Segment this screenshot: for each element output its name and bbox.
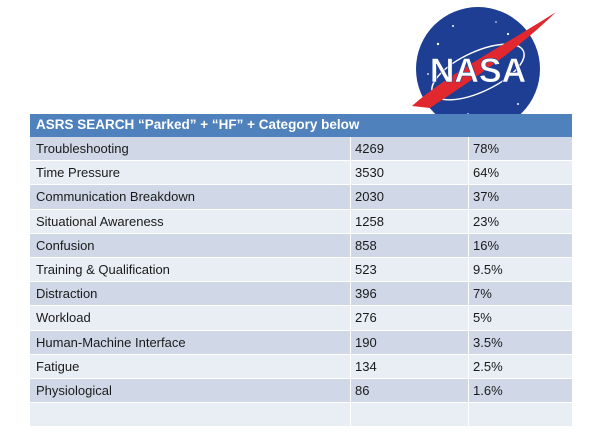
category-cell: Confusion xyxy=(36,237,95,253)
table-row: Time Pressure 3530 64% xyxy=(30,161,572,186)
category-cell: Physiological xyxy=(36,382,112,398)
category-cell: Human-Machine Interface xyxy=(36,334,186,350)
count-cell: 1258 xyxy=(350,209,468,233)
category-cell xyxy=(30,403,350,426)
table-row xyxy=(30,403,572,428)
percent-cell: 7% xyxy=(468,282,572,306)
percent-cell: 2.5% xyxy=(468,354,572,378)
percent-cell: 78% xyxy=(468,137,572,161)
percent-cell: 37% xyxy=(468,185,572,209)
category-cell: Troubleshooting xyxy=(36,141,129,156)
table-row: Troubleshooting 4269 78% xyxy=(30,137,572,162)
table-row: Human-Machine Interface 190 3.5% xyxy=(30,330,572,355)
percent-cell: 16% xyxy=(468,233,572,257)
nasa-logo: NASA xyxy=(412,7,556,131)
percent-cell: 9.5% xyxy=(468,257,572,282)
table-row: Fatigue 134 2.5% xyxy=(30,354,572,379)
table-header: ASRS SEARCH “Parked” + “HF” + Category b… xyxy=(30,114,572,137)
percent-cell: 3.5% xyxy=(468,330,572,354)
count-cell: 134 xyxy=(350,354,468,378)
count-cell: 3530 xyxy=(350,161,468,185)
category-cell: Communication Breakdown xyxy=(36,189,195,205)
category-cell: Fatigue xyxy=(36,358,80,374)
table-row: Physiological 86 1.6% xyxy=(30,378,572,404)
table-row: Training & Qualification 523 9.5% xyxy=(30,257,572,283)
count-cell: 396 xyxy=(350,282,468,306)
percent-cell: 5% xyxy=(468,306,572,330)
count-cell: 86 xyxy=(350,378,468,403)
percent-cell: 64% xyxy=(468,161,572,185)
table-header-title: ASRS SEARCH “Parked” + “HF” + Category b… xyxy=(36,117,360,132)
category-cell: Time Pressure xyxy=(36,165,121,181)
percent-cell: 23% xyxy=(468,209,572,233)
category-cell: Distraction xyxy=(36,286,98,302)
count-cell: 276 xyxy=(350,306,468,330)
count-cell: 2030 xyxy=(350,185,468,209)
percent-cell xyxy=(468,403,572,427)
table-row: Workload 276 5% xyxy=(30,306,572,331)
category-cell: Situational Awareness xyxy=(36,213,164,229)
nasa-wordmark: NASA xyxy=(430,52,526,90)
count-cell: 4269 xyxy=(350,137,468,161)
count-cell: 190 xyxy=(350,330,468,354)
table-row: Communication Breakdown 2030 37% xyxy=(30,185,572,210)
category-cell: Training & Qualification xyxy=(36,261,170,277)
table-row: Distraction 396 7% xyxy=(30,282,572,307)
category-cell: Workload xyxy=(36,310,91,326)
count-cell: 523 xyxy=(350,257,468,282)
count-cell xyxy=(350,403,468,427)
table-row: Confusion 858 16% xyxy=(30,233,572,258)
count-cell: 858 xyxy=(350,233,468,257)
table-row: Situational Awareness 1258 23% xyxy=(30,209,572,234)
percent-cell: 1.6% xyxy=(468,378,572,403)
category-table: Troubleshooting 4269 78% Time Pressure 3… xyxy=(30,137,572,428)
